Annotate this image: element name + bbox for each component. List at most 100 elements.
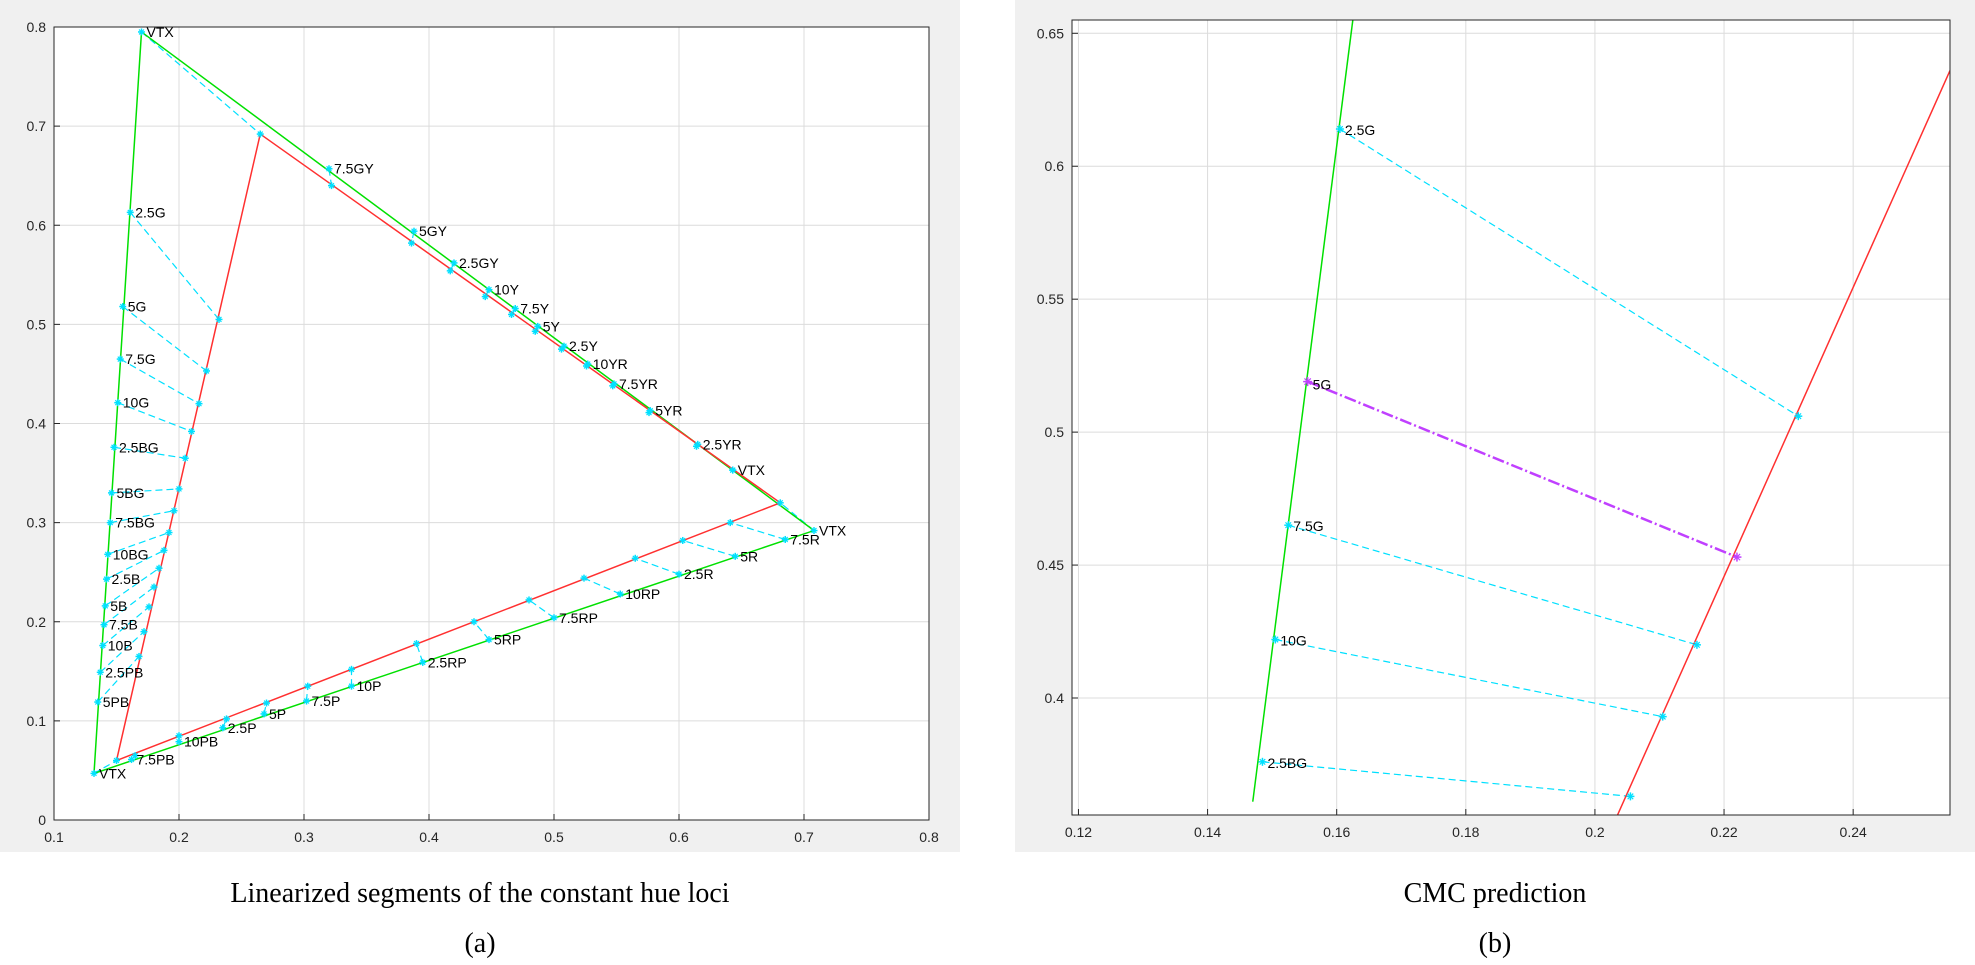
a-tick-x-1: 0.2 xyxy=(169,829,189,845)
a-hue-label-35: 5Y xyxy=(543,318,561,334)
a-marker-red-19-d2 xyxy=(304,683,311,690)
a-axes-frame xyxy=(53,26,930,821)
a-hue-label-29: VTX xyxy=(99,765,127,781)
a-marker-green-25-d2 xyxy=(676,571,682,578)
a-hue-label-41: VTX xyxy=(738,462,766,478)
a-marker-red-18-d2 xyxy=(263,700,270,706)
a-hue-label-28: VTX xyxy=(819,523,847,539)
a-marker-red-9-d2 xyxy=(161,547,167,554)
a-tick-x-0: 0.1 xyxy=(44,829,64,845)
a-marker-red-8-d2 xyxy=(166,529,172,536)
a-tick-x-6: 0.7 xyxy=(794,829,814,845)
a-hue-label-3: 7.5G xyxy=(125,351,155,367)
a-tick-y-5: 0.5 xyxy=(27,316,47,332)
a-hue-segment-28 xyxy=(779,502,815,532)
a-tick-y-3: 0.3 xyxy=(27,515,47,531)
a-marker-green-23 xyxy=(550,614,558,622)
a-hue-segment-13 xyxy=(99,631,145,673)
a-marker-green-1 xyxy=(126,208,134,216)
a-hue-label-40: 2.5YR xyxy=(703,436,742,452)
a-tick-y-6: 0.6 xyxy=(27,217,47,233)
a-marker-red-13 xyxy=(140,628,148,636)
a-marker-red-28 xyxy=(776,499,784,507)
a-marker-red-23 xyxy=(525,596,533,604)
sublabel-b: (b) xyxy=(1478,928,1512,959)
b-marker-red-1 xyxy=(1692,640,1701,649)
a-marker-red-24 xyxy=(580,574,588,582)
a-marker-red-0 xyxy=(256,130,264,138)
a-hue-segment-0 xyxy=(141,31,261,135)
b-tick-y-5: 0.65 xyxy=(1037,25,1064,41)
a-marker-red-2 xyxy=(203,367,210,375)
a-marker-red-10 xyxy=(155,564,163,572)
a-marker-red-19 xyxy=(304,682,312,690)
a-hue-segment-27 xyxy=(730,522,786,541)
a-hue-label-2: 5G xyxy=(128,299,147,315)
a-marker-green-26 xyxy=(731,552,739,560)
a-hue-segment-21 xyxy=(415,643,424,663)
b-cmc-prediction-segment xyxy=(1307,380,1738,559)
a-marker-red-40 xyxy=(693,442,700,450)
b-tick-y-1: 0.45 xyxy=(1037,557,1064,573)
a-hue-label-36: 2.5Y xyxy=(569,338,598,354)
b-marker-green-3 xyxy=(1258,757,1267,766)
a-marker-red-16 xyxy=(175,732,183,740)
a-marker-red-32 xyxy=(446,267,454,275)
a-marker-red-40-d2 xyxy=(693,443,700,450)
a-marker-green-25 xyxy=(675,570,683,578)
a-marker-green-7 xyxy=(106,519,114,527)
a-hue-label-30: 7.5GY xyxy=(334,161,374,177)
a-hue-label-0: VTX xyxy=(147,24,175,40)
a-marker-red-26-d2 xyxy=(679,537,686,544)
a-marker-red-11 xyxy=(150,583,158,591)
a-marker-green-30 xyxy=(325,165,333,173)
a-hue-segment-3 xyxy=(119,358,200,405)
a-marker-red-17-d2 xyxy=(223,716,230,722)
b-tick-x-1: 0.14 xyxy=(1194,824,1221,840)
chart-panel-b: 0.12 0.14 0.16 0.18 0.2 0.22 0.24 0.4 0.45 0.5 0.5… xyxy=(1037,19,1951,840)
a-marker-green-14 xyxy=(94,698,102,706)
a-marker-green-0 xyxy=(138,28,145,36)
a-marker-green-27-d2 xyxy=(782,536,789,543)
a-marker-green-33 xyxy=(485,286,493,294)
b-tick-y-4: 0.6 xyxy=(1045,158,1065,174)
b-marker-cmc-green xyxy=(1303,377,1313,387)
a-marker-red-12 xyxy=(145,603,153,611)
a-tick-x-7: 0.8 xyxy=(919,829,939,845)
a-marker-green-21 xyxy=(419,658,427,666)
a-marker-red-21 xyxy=(413,640,420,648)
a-marker-green-17-d2 xyxy=(219,724,226,731)
caption-a: Linearized segments of the constant hue … xyxy=(230,878,730,909)
a-hue-label-26: 5R xyxy=(740,548,758,564)
a-marker-red-6 xyxy=(175,485,183,493)
b-marker-red-3 xyxy=(1626,792,1635,801)
a-marker-green-35-d2 xyxy=(534,323,541,330)
a-marker-red-37-d2 xyxy=(583,363,590,369)
a-hue-segment-26 xyxy=(682,539,736,557)
a-marker-green-22 xyxy=(485,636,493,644)
a-hue-label-7: 7.5BG xyxy=(115,515,155,531)
a-marker-green-13-d2 xyxy=(97,669,104,676)
a-marker-green-10-d2 xyxy=(102,603,109,609)
b-tick-x-3: 0.18 xyxy=(1452,824,1479,840)
a-marker-green-28 xyxy=(810,527,818,535)
b-marker-cmc-green-d2 xyxy=(1304,378,1312,386)
b-hue-segment-0 xyxy=(1339,128,1799,417)
a-marker-green-5 xyxy=(110,443,118,451)
a-hue-segment-22 xyxy=(473,621,490,640)
a-marker-red-12-d2 xyxy=(146,604,152,610)
a-marker-green-5-d2 xyxy=(111,444,117,451)
b-marker-green-2-d2 xyxy=(1272,636,1279,643)
a-hue-segment-2 xyxy=(122,306,207,372)
b-marker-cmc-red-d2 xyxy=(1733,553,1741,561)
a-marker-green-29-d2 xyxy=(91,770,97,777)
a-marker-green-30-d2 xyxy=(326,165,332,172)
b-tick-x-0: 0.12 xyxy=(1065,824,1092,840)
a-marker-green-3 xyxy=(116,355,124,363)
a-hue-label-27: 7.5R xyxy=(790,531,820,547)
a-marker-red-5-d2 xyxy=(182,455,189,462)
a-marker-red-29-d2 xyxy=(113,757,120,764)
a-hue-segment-29 xyxy=(93,760,117,774)
a-marker-green-34 xyxy=(511,305,519,313)
